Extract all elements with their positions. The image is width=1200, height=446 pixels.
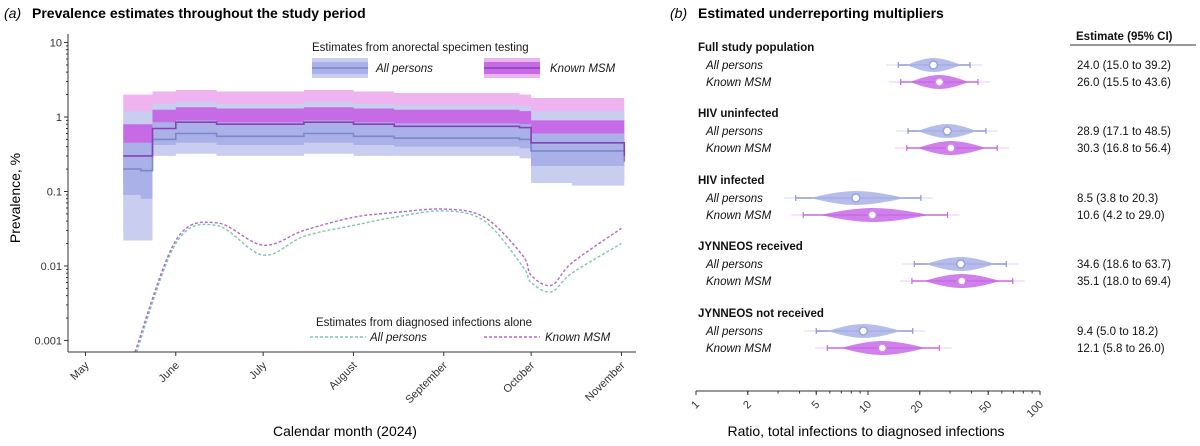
estimate-text: 30.3 (16.8 to 56.4) [1077, 143, 1171, 155]
panel-a-ylabel: Prevalence, % [7, 153, 23, 243]
legend-label-diag-all: All persons [369, 332, 427, 344]
estimate-text: 35.1 (18.0 to 69.4) [1077, 276, 1171, 288]
x-tick-label: 50 [977, 399, 994, 416]
legend-anorectal: Estimates from anorectal specimen testin… [312, 42, 616, 78]
estimate-text: 34.6 (18.6 to 63.7) [1077, 259, 1171, 271]
panel-b-xlabel: Ratio, total infections to diagnosed inf… [727, 423, 1004, 439]
estimate-text: 8.5 (3.8 to 20.3) [1077, 193, 1158, 205]
x-tick-label: 2 [741, 399, 754, 412]
legend-label-diag-msm: Known MSM [545, 332, 611, 344]
y-tick-label: 0.001 [34, 335, 62, 347]
estimate-point [934, 77, 945, 87]
panel-b-axes: 1 2 5 10 20 50 100 [689, 390, 1046, 420]
estimate-text: 28.9 (17.1 to 48.5) [1077, 126, 1171, 138]
panel-a-tag: (a) [4, 5, 21, 21]
estimate-header: Estimate (95% CI) [1076, 31, 1173, 43]
panel-b-forest: Full study population All persons 24.0 (15… [698, 42, 1171, 355]
estimate-point [928, 60, 939, 70]
y-tick-label: 10 [50, 37, 62, 49]
panel-a-lines [123, 121, 626, 352]
x-tick-label: August [327, 360, 360, 393]
x-tick-label: 20 [909, 399, 926, 416]
estimate-point [877, 343, 887, 353]
line-diag-all [135, 210, 622, 352]
x-tick-label: May [68, 359, 92, 383]
group-label: JYNNEOS not received [698, 308, 824, 320]
x-tick-label: 10 [857, 399, 874, 416]
x-tick-label: November [583, 359, 628, 404]
row-label: Known MSM [706, 276, 772, 288]
estimate-point [957, 276, 967, 286]
estimate-point [942, 126, 953, 136]
row-label: All persons [705, 259, 763, 271]
panel-a-bands [123, 90, 625, 241]
panel-a-title: Prevalence estimates throughout the stud… [32, 5, 366, 21]
row-label: Known MSM [706, 77, 772, 89]
estimate-point [946, 143, 956, 153]
panel-b-title: Estimated underreporting multipliers [698, 5, 944, 21]
line-msm-median [123, 121, 626, 157]
x-tick-label: 5 [810, 399, 823, 412]
legend-diagnosed-title: Estimates from diagnosed infections alon… [316, 317, 532, 329]
estimate-point [851, 193, 861, 203]
estimate-text: 26.0 (15.5 to 43.6) [1077, 77, 1171, 89]
row-label: All persons [705, 326, 763, 338]
x-tick-label: June [157, 360, 182, 385]
estimate-text: 24.0 (15.0 to 39.2) [1077, 60, 1171, 72]
line-all-median [123, 132, 626, 172]
band-all-50 [123, 120, 625, 199]
y-tick-label: 0.1 [47, 186, 62, 198]
group-label: Full study population [698, 42, 814, 54]
estimate-text: 10.6 (4.2 to 29.0) [1077, 210, 1165, 222]
row-label: All persons [705, 193, 763, 205]
x-tick-label: July [247, 359, 270, 382]
estimate-point [867, 210, 878, 220]
legend-diagnosed: Estimates from diagnosed infections alon… [310, 317, 611, 344]
group-label: JYNNEOS received [698, 241, 803, 253]
legend-anorectal-title: Estimates from anorectal specimen testin… [312, 42, 529, 54]
y-tick-label: 0.01 [41, 261, 62, 273]
line-diag-msm [134, 208, 622, 352]
row-label: All persons [705, 60, 763, 72]
estimate-text: 9.4 (5.0 to 18.2) [1077, 326, 1158, 338]
estimate-text: 12.1 (5.8 to 26.0) [1077, 343, 1165, 355]
estimate-point [858, 326, 869, 336]
group-label: HIV uninfected [698, 108, 779, 120]
estimate-point [955, 259, 966, 269]
legend-label-all-persons: All persons [375, 63, 433, 75]
panel-b-tag: (b) [670, 5, 687, 21]
row-label: Known MSM [706, 210, 772, 222]
x-tick-label: 1 [689, 399, 702, 412]
row-label: Known MSM [706, 343, 772, 355]
row-label: Known MSM [706, 143, 772, 155]
group-label: HIV infected [698, 175, 764, 187]
x-tick-label: October [501, 359, 537, 395]
legend-label-known-msm: Known MSM [550, 63, 616, 75]
x-tick-label: 100 [1025, 399, 1046, 420]
panel-a-xlabel: Calendar month (2024) [273, 423, 417, 439]
x-tick-label: September [403, 359, 450, 406]
y-tick-label: 1 [56, 112, 62, 124]
row-label: All persons [705, 126, 763, 138]
